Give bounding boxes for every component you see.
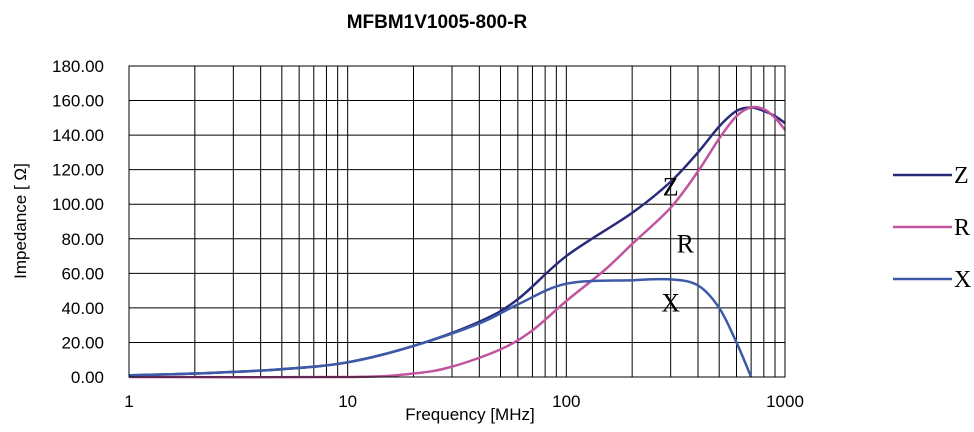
curve-annotations: ZRX	[661, 173, 694, 318]
y-tick-label: 20.00	[61, 333, 104, 352]
x-axis-label: Frequency [MHz]	[405, 405, 534, 424]
x-tick-label: 100	[552, 392, 580, 411]
y-tick-label: 0.00	[71, 368, 104, 387]
legend-label-z: Z	[954, 163, 969, 189]
y-tick-label: 120.00	[52, 161, 104, 180]
legend-label-r: R	[954, 215, 970, 241]
y-tick-label: 160.00	[52, 92, 104, 111]
annotation-r: R	[677, 230, 695, 259]
x-tick-label: 1000	[766, 392, 804, 411]
y-tick-label: 60.00	[61, 264, 104, 283]
chart-title: MFBM1V1005-800-R	[347, 12, 528, 33]
series-line-r	[128, 105, 786, 379]
y-tick-label: 180.00	[52, 57, 104, 76]
y-tick-label: 100.00	[52, 195, 104, 214]
x-tick-label: 10	[338, 392, 357, 411]
y-axis-label: Impedance [ Ω]	[11, 163, 30, 279]
series-line-x	[128, 277, 753, 378]
grid	[129, 65, 785, 378]
y-tick-label: 80.00	[61, 230, 104, 249]
tick-labels: 0.00 20.00 40.00 60.00 80.00 100.00 120.00 140.…	[52, 57, 804, 411]
y-tick-label: 40.00	[61, 299, 104, 318]
plot-frame	[128, 65, 786, 378]
y-tick-label: 140.00	[52, 126, 104, 145]
x-tick-label: 1	[124, 392, 133, 411]
legend: ZRX	[893, 163, 971, 293]
legend-label-x: X	[954, 267, 971, 293]
series-lines	[128, 105, 786, 379]
annotation-x: X	[661, 288, 680, 317]
annotation-z: Z	[663, 173, 679, 202]
